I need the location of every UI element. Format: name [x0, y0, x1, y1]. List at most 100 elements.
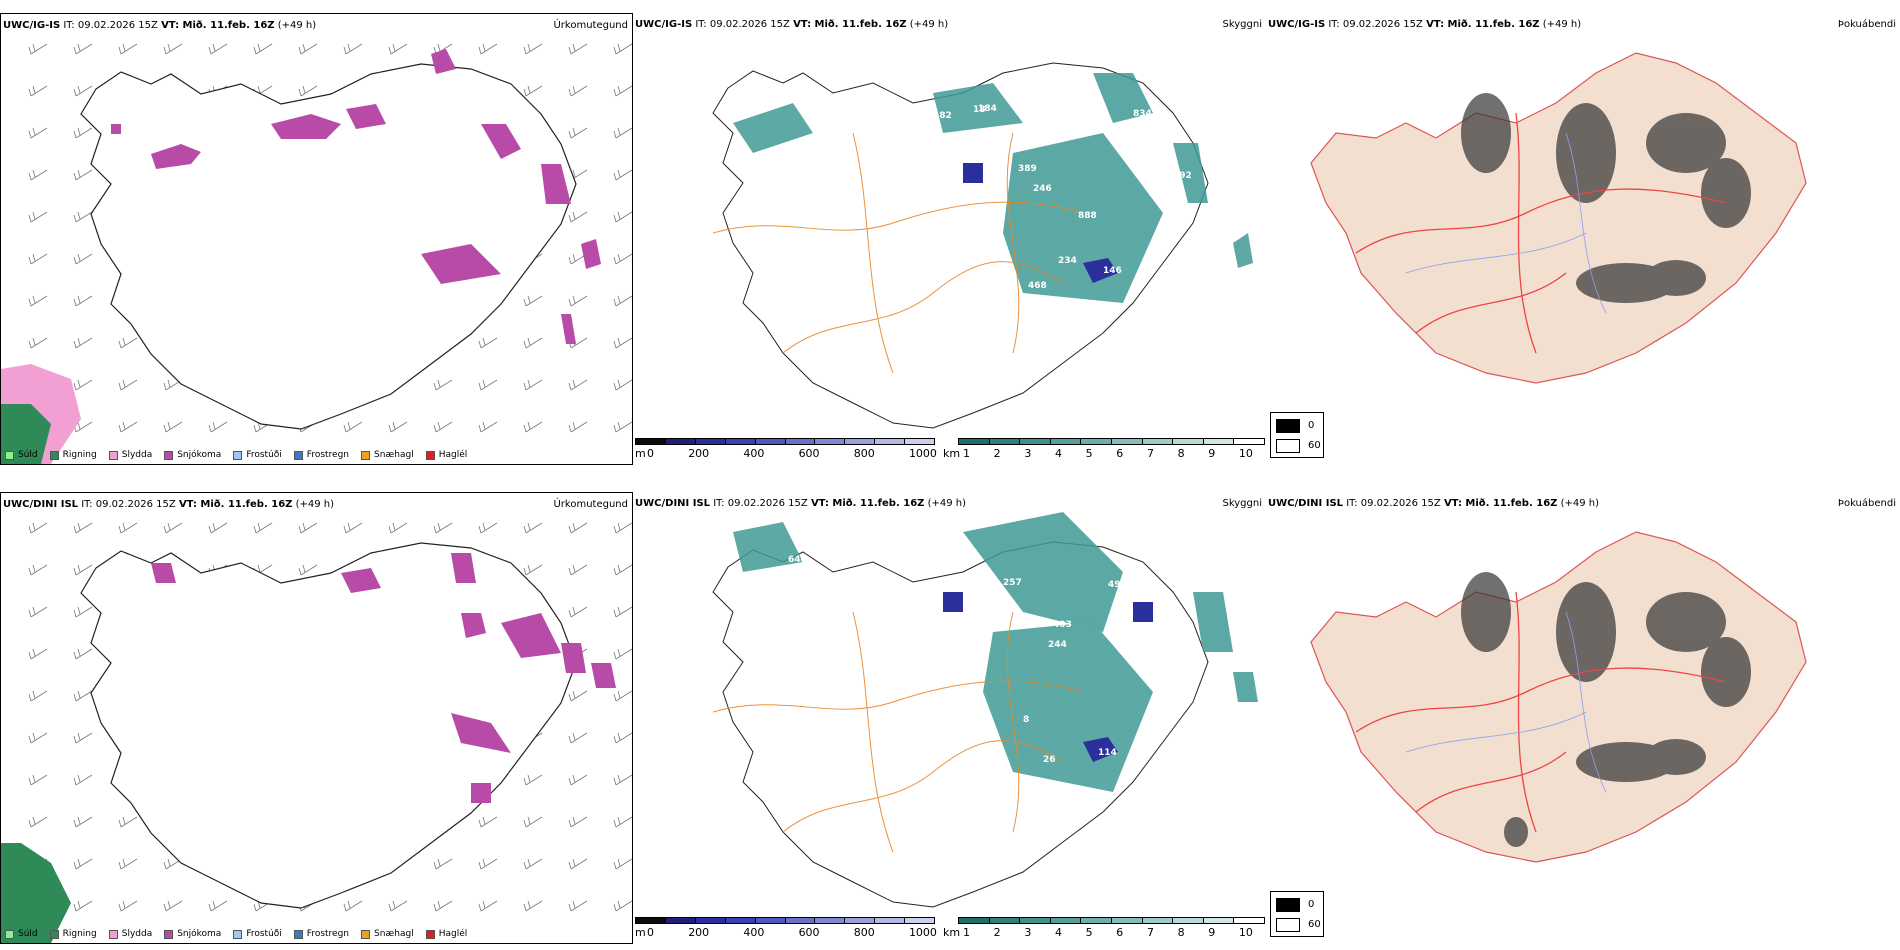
fog-legend-label: 0: [1308, 420, 1315, 431]
scale-tick: 400: [743, 926, 765, 939]
fog-map-bottom: [1310, 531, 1807, 863]
legend-swatch-icon: [233, 450, 243, 460]
clouds-map-bottom: 640 172 257 493 720 403 244 99 114 26 8 341 88: [712, 512, 1258, 908]
wind-barb-icon: [478, 379, 498, 391]
wind-barb-icon: [568, 85, 588, 97]
legend-label: Snjókoma: [177, 929, 222, 939]
scale-cell: [845, 918, 876, 923]
scale-tick: 10: [1238, 926, 1253, 939]
scale-tick: 1: [963, 926, 970, 939]
wind-barb-icon: [613, 732, 632, 744]
scale-cell: [1173, 439, 1204, 444]
scale-cell: [636, 918, 666, 923]
scale-tick: 0: [647, 926, 654, 939]
wind-barb-icon: [73, 127, 93, 139]
precip-map-top: [1, 43, 632, 464]
scale-cell: [695, 918, 726, 923]
wind-barb-icon: [163, 421, 183, 433]
scale-tick: 200: [688, 926, 710, 939]
wind-barb-icon: [613, 43, 632, 55]
wind-barb-icon: [298, 564, 318, 576]
panel-header: UWC/DINI ISL IT: 09.02.2026 15Z VT: Mið.…: [3, 499, 335, 510]
wind-barb-icon: [388, 522, 408, 534]
wind-barb-icon: [28, 606, 48, 618]
scale-tick: 2: [993, 447, 1001, 460]
wind-barb-icon: [208, 43, 228, 55]
scale-cell: [1050, 918, 1082, 923]
scale-cell: [785, 439, 816, 444]
ceiling-label: 279: [1023, 104, 1042, 114]
visibility-unit: km: [943, 447, 961, 460]
wind-barb-icon: [478, 522, 498, 534]
ceiling-label: 720: [798, 635, 817, 645]
legend-swatch-icon: [425, 929, 435, 939]
panel-header: UWC/DINI ISL IT: 09.02.2026 15Z VT: Mið.…: [635, 498, 967, 509]
wind-barb-icon: [613, 816, 632, 828]
scale-tick: 1: [963, 447, 970, 460]
scale-tick: 10: [1238, 447, 1253, 460]
wind-barb-icon: [28, 43, 48, 55]
legend-item: Rigning: [49, 450, 97, 460]
ceiling-label: 467: [808, 148, 827, 158]
panel-title: Þokuábendi: [1837, 498, 1896, 509]
wind-barb-icon: [253, 43, 273, 55]
panel-header: UWC/IG-IS IT: 09.02.2026 15Z VT: Mið. 11…: [3, 20, 317, 31]
wind-barb-icon: [523, 900, 543, 912]
ceiling-unit: m: [635, 447, 646, 460]
legend-label: Rigning: [62, 929, 97, 939]
scale-cell: [959, 439, 990, 444]
legend-item: Frostregn: [293, 929, 349, 939]
legend-swatch-icon: [5, 450, 14, 460]
wind-barb-icon: [73, 690, 93, 702]
legend-swatch-icon: [425, 450, 435, 460]
wind-barb-icon: [28, 732, 48, 744]
legend-label: Súld: [18, 929, 38, 939]
wind-barb-icon: [28, 564, 48, 576]
wind-barb-icon: [28, 253, 48, 265]
wind-barb-icon: [613, 648, 632, 660]
wind-barb-icon: [613, 858, 632, 870]
legend-swatch-icon: [49, 450, 59, 460]
ceiling-label: 18: [973, 105, 986, 115]
scale-tick: 1000: [908, 926, 937, 939]
wind-barb-icon: [613, 295, 632, 307]
legend-item: Slydda: [108, 450, 152, 460]
wind-barb-icon: [73, 900, 93, 912]
scale-tick: 400: [743, 447, 765, 460]
wind-barb-icon: [28, 127, 48, 139]
legend-item: Snæhagl: [361, 929, 414, 939]
wind-barb-icon: [73, 816, 93, 828]
scale-cell: [695, 439, 726, 444]
panel-title: Þokuábendi: [1837, 19, 1896, 30]
ceiling-label: 493: [1108, 580, 1127, 590]
ceiling-label: 292: [1173, 171, 1192, 181]
fog-legend-top: 0 60: [1270, 412, 1324, 458]
wind-barb-icon: [523, 43, 543, 55]
wind-barb-icon: [253, 522, 273, 534]
wind-barb-icon: [73, 606, 93, 618]
precip-legend: Súld Rigning Slydda Snjókoma Frostúði Frostre…: [5, 929, 479, 939]
wind-barb-icon: [28, 169, 48, 181]
legend-label: Snjókoma: [177, 450, 222, 460]
wind-barb-icon: [343, 900, 363, 912]
legend-item: Súld: [5, 450, 38, 460]
scale-tick: 800: [853, 447, 875, 460]
wind-barb-icon: [613, 127, 632, 139]
wind-barb-icon: [343, 43, 363, 55]
wind-barb-icon: [478, 816, 498, 828]
scale-tick: 8: [1177, 447, 1185, 460]
fog-legend-swatch: [1276, 439, 1300, 453]
scale-cell: [875, 918, 906, 923]
legend-label: Snæhagl: [374, 450, 414, 460]
scale-cell: [905, 918, 935, 923]
ceiling-label: 184: [978, 104, 997, 114]
fog-panel-top: UWC/IG-IS IT: 09.02.2026 15Z VT: Mið. 11…: [1266, 13, 1900, 465]
ceiling-label: 888: [1078, 211, 1097, 221]
fog-legend-swatch: [1276, 918, 1300, 932]
scale-cell: [1111, 439, 1143, 444]
ceiling-label: 114: [1098, 748, 1117, 758]
fog-legend-swatch: [1276, 898, 1300, 912]
scale-cell: [959, 918, 990, 923]
scale-cell: [636, 439, 666, 444]
clouds-map-top: 482 184 279 834 467 389 246 888 292 146 234 468 18: [712, 62, 1253, 429]
